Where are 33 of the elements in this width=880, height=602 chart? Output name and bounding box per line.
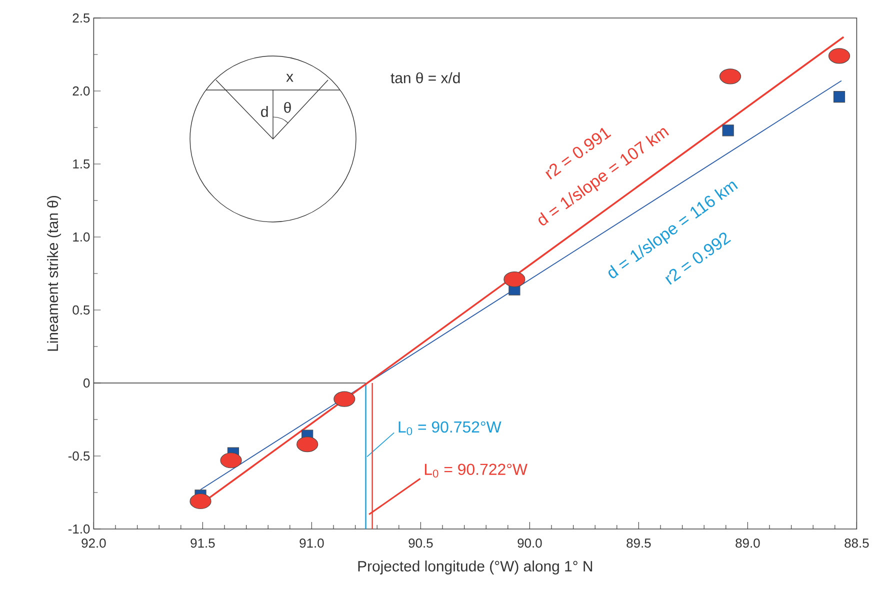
y-axis-title: Lineament strike (tan θ)	[47, 196, 62, 351]
point	[220, 452, 242, 468]
point	[296, 436, 318, 452]
x-tick-label: 88.5	[844, 538, 869, 548]
x-tick-label: 92.0	[82, 538, 106, 548]
x-axis-title: Projected longitude (°W) along 1° N	[358, 560, 592, 574]
x-tick-label: 90.0	[518, 538, 542, 548]
x-tick-label: 89.0	[736, 538, 760, 548]
annotation: d	[261, 106, 268, 117]
point	[722, 124, 734, 136]
point	[334, 391, 356, 407]
point	[833, 91, 846, 103]
y-tick-label: 0	[83, 378, 90, 388]
point	[190, 493, 212, 510]
y-tick-label: 2.0	[72, 86, 90, 96]
y-tick-label: 1.5	[73, 159, 90, 169]
y-tick-label: 0.5	[72, 305, 90, 315]
y-tick-label: -1.0	[68, 524, 90, 534]
annotation: θ	[284, 102, 291, 113]
x-tick-label: 90.5	[408, 538, 433, 548]
y-tick-label: 1.0	[73, 232, 90, 242]
x-tick-label: 91.0	[300, 538, 324, 548]
x-tick-label: 89.5	[626, 538, 651, 548]
y-tick-label: 2.5	[72, 13, 90, 23]
annotation: tan θ = x/d	[390, 72, 460, 84]
y-tick-label: -0.5	[68, 451, 90, 461]
point	[719, 68, 742, 84]
annotation: x	[286, 74, 294, 82]
ref-line-label: L$_{0}$ = 90.722°W	[424, 464, 528, 478]
point	[828, 48, 850, 64]
ref-line-label: L$_{0}$ = 90.752°W	[398, 421, 502, 436]
x-tick-label: 91.5	[190, 538, 215, 548]
point	[504, 272, 526, 288]
